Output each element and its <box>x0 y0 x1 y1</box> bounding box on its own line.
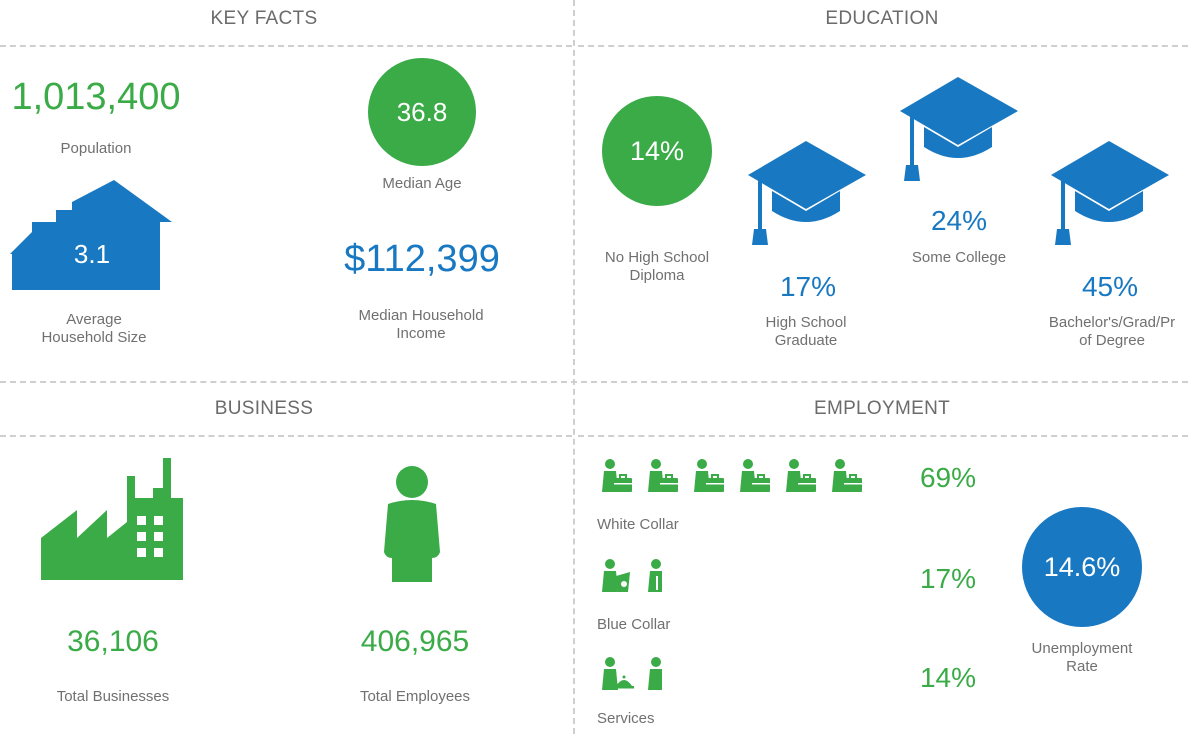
divider-bottom-right <box>578 435 1188 437</box>
high-school-label-line2: Graduate <box>774 332 838 349</box>
divider-bottom-left <box>0 435 572 437</box>
white-collar-icons <box>602 458 872 494</box>
unemployment-circle: 14.6% <box>1022 507 1142 627</box>
service-worker-icon <box>602 657 634 690</box>
no-high-school-label-line1: No High School <box>604 249 710 266</box>
total-businesses-value: 36,106 <box>67 625 159 658</box>
some-college-value: 24% <box>930 205 988 236</box>
key-facts-title: KEY FACTS <box>210 8 318 29</box>
no-high-school-label: No High School Diploma <box>584 249 730 285</box>
population-label: Population <box>60 140 132 157</box>
household-size-value: 3.1 <box>73 239 111 269</box>
income-label-line1: Median Household <box>358 307 484 324</box>
bachelor-label-line2: of Degree <box>1079 332 1145 349</box>
median-age-label: Median Age <box>382 175 462 192</box>
some-college-label: Some College <box>911 249 1007 266</box>
blue-collar-value: 17% <box>919 563 977 594</box>
white-collar-label: White Collar <box>597 516 679 533</box>
office-worker-icon <box>694 459 724 492</box>
unemployment-label-line2: Rate <box>1066 658 1098 675</box>
business-title: BUSINESS <box>214 398 314 419</box>
high-school-label-line1: High School <box>765 314 847 331</box>
income-label: Median Household Income <box>336 307 506 343</box>
office-worker-icon <box>832 459 862 492</box>
no-high-school-value: 14% <box>629 135 685 166</box>
services-icons <box>602 656 682 692</box>
factory-icon <box>41 458 183 580</box>
office-worker-icon <box>602 459 632 492</box>
total-businesses-label: Total Businesses <box>56 688 170 705</box>
employment-title: EMPLOYMENT <box>813 398 951 419</box>
unemployment-value: 14.6% <box>1043 551 1121 582</box>
unemployment-label-line1: Unemployment <box>1031 640 1133 657</box>
divider-top-right <box>578 45 1188 47</box>
services-label: Services <box>597 710 655 727</box>
divider-middle <box>0 381 1188 383</box>
household-size-label-line1: Average <box>66 311 122 328</box>
person-icon <box>384 466 440 582</box>
cleaning-worker-icon <box>602 559 630 592</box>
income-value: $112,399 <box>344 238 500 280</box>
total-employees-label: Total Employees <box>359 688 471 705</box>
office-worker-icon <box>740 459 770 492</box>
divider-vertical <box>573 0 575 734</box>
blue-collar-label: Blue Collar <box>597 616 671 633</box>
education-title: EDUCATION <box>825 8 939 29</box>
services-value: 14% <box>919 662 977 693</box>
white-collar-value: 69% <box>919 462 977 493</box>
no-high-school-circle: 14% <box>602 96 712 206</box>
bachelor-label: Bachelor's/Grad/Pr of Degree <box>1038 314 1186 350</box>
high-school-label: High School Graduate <box>736 314 876 350</box>
bachelor-value: 45% <box>1081 271 1139 302</box>
worker-icon-partial <box>648 559 662 592</box>
population-value: 1,013,400 <box>11 76 181 118</box>
high-school-value: 17% <box>779 271 837 302</box>
total-employees-value: 406,965 <box>360 625 470 658</box>
graduation-cap-icon-high-school <box>748 141 866 245</box>
office-worker-icon <box>648 459 678 492</box>
household-size-label: Average Household Size <box>14 311 174 347</box>
bachelor-label-line1: Bachelor's/Grad/Pr <box>1048 314 1176 331</box>
blue-collar-icons <box>602 558 682 594</box>
graduation-cap-icon-some-college <box>900 77 1018 181</box>
median-age-circle: 36.8 <box>368 58 476 166</box>
graduation-cap-icon-bachelor <box>1051 141 1169 245</box>
unemployment-label: Unemployment Rate <box>1012 640 1152 676</box>
median-age-value: 36.8 <box>396 96 448 127</box>
income-label-line2: Income <box>396 325 446 342</box>
divider-top-left <box>0 45 572 47</box>
worker-icon-partial <box>648 657 662 690</box>
no-high-school-label-line2: Diploma <box>629 267 685 284</box>
household-size-label-line2: Household Size <box>41 329 147 346</box>
office-worker-icon <box>786 459 816 492</box>
house-icon <box>10 180 172 290</box>
